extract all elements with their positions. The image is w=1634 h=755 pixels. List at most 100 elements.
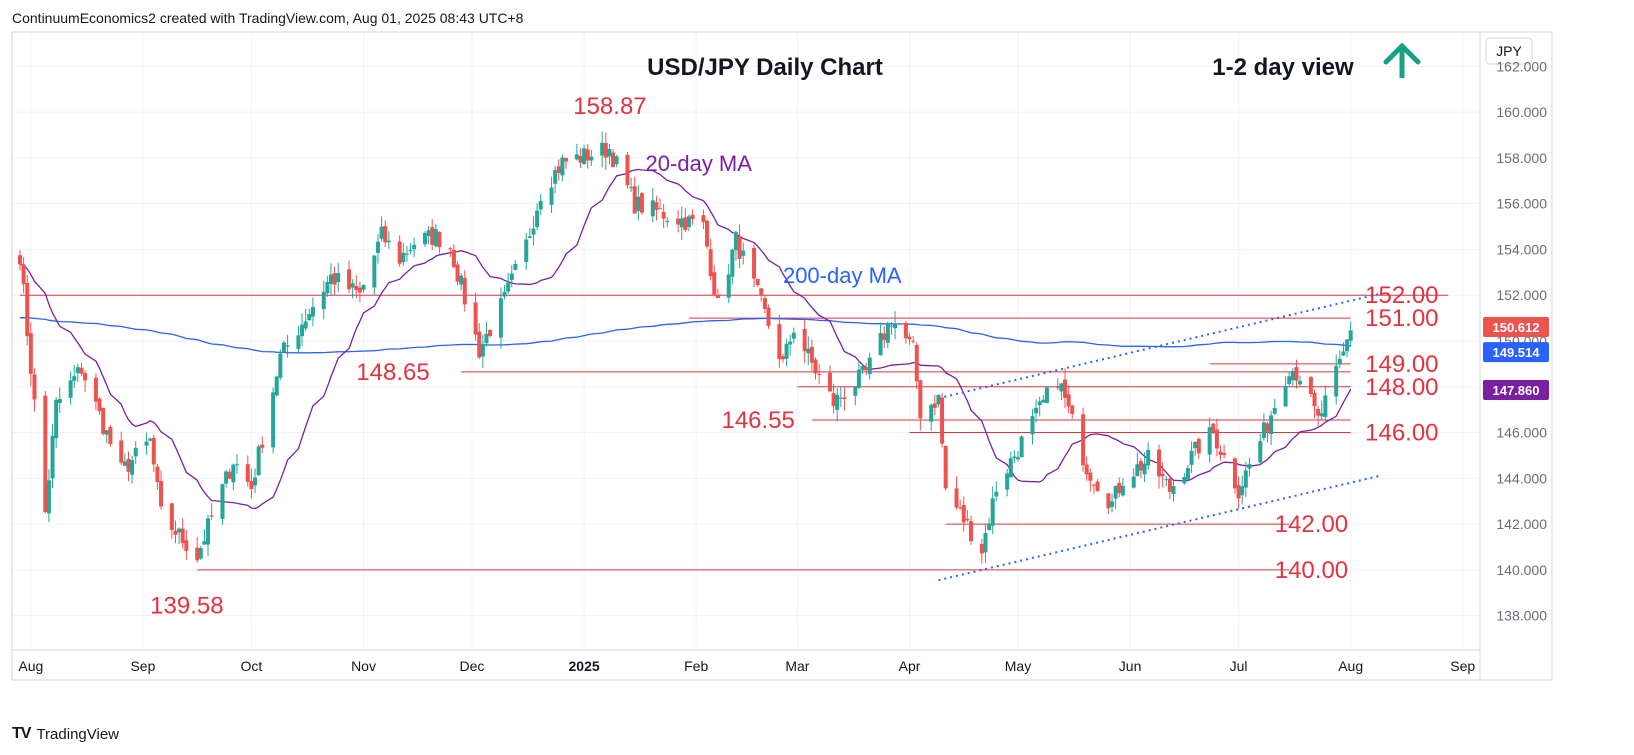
time-tick-label: Nov	[351, 658, 376, 674]
candle-body	[708, 249, 713, 277]
candle-body	[245, 464, 250, 482]
time-axis[interactable]: Aug Sep Oct Nov Dec 2025 Feb Mar Apr May Jun Jul Aug…	[18, 658, 1475, 674]
candle-body	[148, 438, 153, 441]
candle-body	[777, 324, 782, 360]
candle-body	[1323, 395, 1328, 417]
candle-body	[1066, 394, 1071, 407]
ma20-label: 20-day MA	[646, 151, 753, 176]
time-tick-label: Mar	[785, 658, 809, 674]
candle-body	[780, 356, 785, 360]
candle-body	[994, 491, 999, 497]
candle-body	[430, 227, 435, 245]
candle-body	[979, 544, 984, 554]
candle-body	[665, 220, 670, 222]
candle-body	[321, 291, 326, 310]
candle-body	[827, 372, 832, 392]
candle-body	[762, 298, 767, 309]
candle-body	[878, 333, 883, 356]
candle-body	[220, 484, 225, 519]
candle-body	[206, 518, 211, 545]
candle-body	[372, 255, 377, 288]
candle-body	[347, 269, 352, 290]
candle-body	[256, 446, 261, 476]
candle-body	[173, 530, 178, 535]
candle-body	[791, 332, 796, 339]
candle-body	[914, 344, 919, 382]
price-tick-label: 160.000	[1496, 104, 1547, 120]
candle-body	[553, 169, 558, 184]
candle-body	[737, 236, 742, 259]
candle-body	[603, 143, 608, 158]
price-axis[interactable]: 162.000 160.000 158.000 156.000 154.000 152.0…	[1496, 58, 1547, 623]
candle-body	[68, 380, 73, 398]
ma200-path	[19, 317, 1351, 354]
candle-body	[119, 440, 124, 463]
candle-body	[654, 202, 659, 210]
price-tick-label: 142.000	[1496, 516, 1547, 532]
candle-body	[1265, 423, 1270, 432]
ma200-line	[19, 317, 1351, 354]
level-label: 148.00	[1365, 374, 1438, 401]
candle-body	[1160, 473, 1165, 477]
candles	[18, 131, 1353, 564]
chart-attribution: ContinuumEconomics2 created with Trading…	[12, 10, 524, 26]
up-arrow-icon	[1383, 42, 1421, 78]
candle-body	[600, 142, 605, 156]
candle-body	[625, 154, 630, 186]
currency-label-text: JPY	[1496, 43, 1522, 59]
tradingview-logo-icon[interactable]: TV	[12, 725, 31, 742]
currency-label-box[interactable]	[1485, 37, 1533, 65]
candle-body	[325, 281, 330, 294]
candle-body	[911, 340, 916, 342]
level-label: 146.00	[1365, 420, 1438, 447]
candle-body	[589, 156, 594, 161]
candle-body	[882, 333, 887, 340]
candle-body	[1218, 451, 1223, 455]
currency-label[interactable]: JPY	[1485, 37, 1533, 65]
candle-body	[1185, 468, 1190, 480]
candle-body	[1258, 441, 1263, 463]
tradingview-brand[interactable]: TradingView	[36, 725, 119, 743]
candle-body	[498, 298, 503, 338]
candle-body	[1008, 458, 1013, 478]
candle-body	[1240, 486, 1245, 496]
candle-body	[473, 302, 478, 335]
candle-body	[1171, 486, 1176, 494]
candle-body	[1236, 484, 1241, 499]
candle-body	[752, 247, 757, 279]
candle-body	[860, 366, 865, 371]
candle-body	[556, 166, 561, 173]
candle-body	[809, 346, 814, 363]
time-tick-label: 2025	[569, 658, 600, 674]
candle-body	[1041, 399, 1046, 403]
candle-body	[502, 291, 507, 297]
candle-body	[1005, 473, 1010, 490]
candle-body	[155, 466, 160, 483]
candle-body	[408, 250, 413, 252]
candle-body	[1164, 479, 1169, 481]
candle-body	[1193, 441, 1198, 449]
candle-body	[726, 274, 731, 298]
candle-body	[639, 193, 644, 213]
candle-body	[488, 329, 493, 337]
candle-body	[1283, 385, 1288, 407]
candle-body	[1269, 415, 1274, 435]
candle-body	[983, 532, 988, 553]
candle-body	[741, 250, 746, 256]
candle-body	[885, 322, 890, 343]
level-label: 149.00	[1365, 351, 1438, 378]
candle-body	[1334, 365, 1339, 397]
candle-body	[835, 394, 840, 410]
price-badge	[1483, 379, 1549, 400]
candle-body	[936, 394, 941, 405]
candle-body	[75, 367, 80, 374]
candle-body	[965, 518, 970, 521]
candle-body	[227, 471, 232, 479]
candle-body	[79, 367, 84, 374]
candle-body	[455, 264, 460, 282]
candle-body	[632, 186, 637, 214]
candle-body	[1016, 457, 1021, 460]
price-badge	[1483, 342, 1549, 363]
candle-body	[636, 196, 641, 211]
